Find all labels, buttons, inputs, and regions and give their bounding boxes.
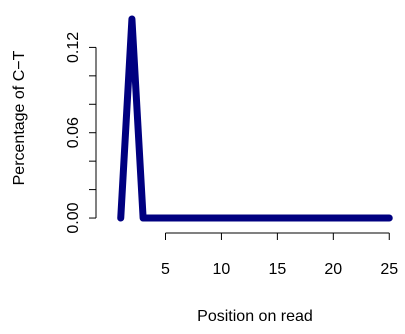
y-axis-label: Percentage of C−T	[11, 50, 28, 185]
y-tick-label: 0.00	[65, 202, 82, 233]
y-tick-label: 0.12	[65, 32, 82, 63]
x-tick-label: 25	[380, 261, 398, 278]
x-tick-label: 5	[161, 261, 170, 278]
x-tick-label: 10	[213, 261, 231, 278]
y-tick-label: 0.06	[65, 117, 82, 148]
series-line	[117, 15, 393, 222]
x-axis-label: Position on read	[197, 308, 313, 325]
x-tick-label: 20	[324, 261, 342, 278]
series-layer	[117, 15, 393, 222]
x-axis: 5 10 15 20 25	[161, 232, 398, 278]
x-tick-label: 15	[268, 261, 286, 278]
y-axis: 0.00 0.06 0.12	[65, 32, 97, 234]
